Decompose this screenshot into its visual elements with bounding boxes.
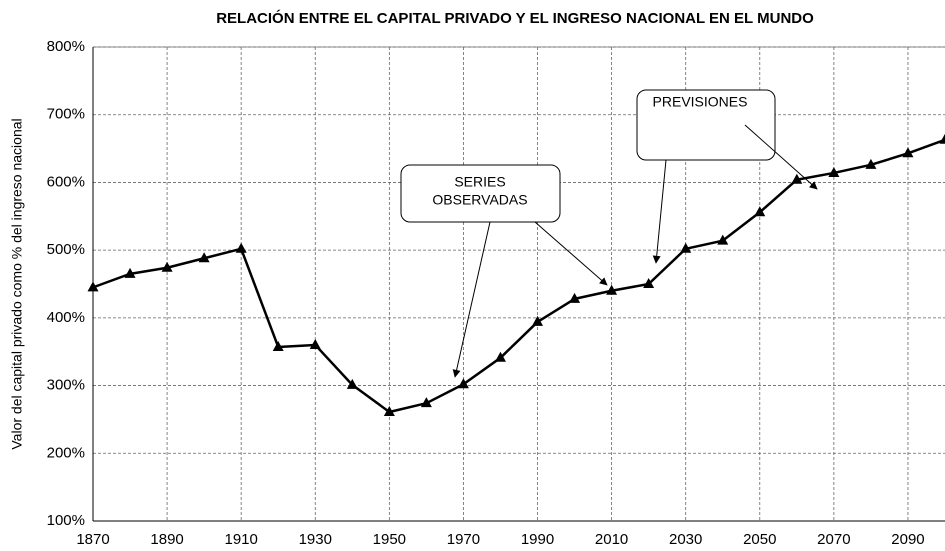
y-tick-label: 300% — [47, 377, 85, 394]
y-tick-label: 800% — [47, 38, 85, 55]
x-tick-label: 1890 — [150, 531, 183, 548]
data-point — [643, 278, 655, 288]
arrow — [744, 124, 818, 190]
data-point — [939, 133, 945, 144]
x-tick-label: 2050 — [743, 531, 776, 548]
x-tick-label: 1950 — [373, 531, 406, 548]
annotation-text: OBSERVADAS — [432, 192, 527, 208]
data-point — [457, 378, 469, 389]
x-tick-label: 2090 — [891, 531, 924, 548]
chart-title: RELACIÓN ENTRE EL CAPITAL PRIVADO Y EL I… — [216, 9, 814, 27]
data-point — [680, 242, 692, 253]
y-tick-label: 600% — [47, 173, 85, 190]
data-point — [865, 158, 877, 169]
series-line — [92, 138, 945, 414]
x-tick-label: 1990 — [521, 531, 554, 548]
x-tick-label: 1870 — [76, 531, 109, 548]
y-tick-label: 500% — [47, 241, 85, 258]
data-point — [532, 315, 544, 326]
data-point — [606, 284, 618, 295]
y-tick-label: 400% — [47, 309, 85, 326]
x-tick-label: 2010 — [595, 531, 628, 548]
data-point — [161, 261, 173, 272]
x-tick-label: 1910 — [224, 531, 257, 548]
data-point — [420, 397, 432, 408]
data-point — [754, 206, 766, 217]
data-point — [124, 267, 136, 278]
annotations: SERIES OBSERVADAS PREVISIONES — [400, 89, 818, 378]
data-point — [902, 147, 914, 158]
annotation-box — [400, 164, 561, 223]
y-tick-label: 100% — [47, 512, 85, 529]
data-point — [791, 173, 803, 184]
y-axis-label: Valor del capital privado como % del ing… — [9, 118, 25, 449]
data-point — [346, 378, 358, 389]
annotation-text: PREVISIONES — [653, 94, 748, 110]
arrow — [452, 221, 491, 378]
x-tick-label: 1930 — [299, 531, 332, 548]
data-point — [717, 234, 729, 245]
data-point — [569, 292, 581, 303]
data-point — [309, 338, 321, 349]
plot-area: 100% 200% 300% 400% 500% 600% 700% 800% 1870 1890… — [47, 38, 945, 548]
data-point — [494, 351, 506, 362]
x-tick-label: 2030 — [669, 531, 702, 548]
arrow — [652, 159, 667, 264]
data-point — [383, 405, 395, 416]
data-point — [235, 242, 247, 253]
arrow — [534, 221, 608, 286]
annotation-text: SERIES — [454, 174, 505, 190]
data-point — [198, 252, 210, 263]
y-tick-label: 200% — [47, 444, 85, 461]
y-tick-label: 700% — [47, 106, 85, 123]
x-tick-label: 2070 — [817, 531, 850, 548]
data-point — [828, 166, 840, 177]
data-point — [87, 281, 99, 292]
data-point — [272, 340, 284, 351]
annotation-box — [636, 89, 776, 161]
x-tick-label: 1970 — [447, 531, 480, 548]
